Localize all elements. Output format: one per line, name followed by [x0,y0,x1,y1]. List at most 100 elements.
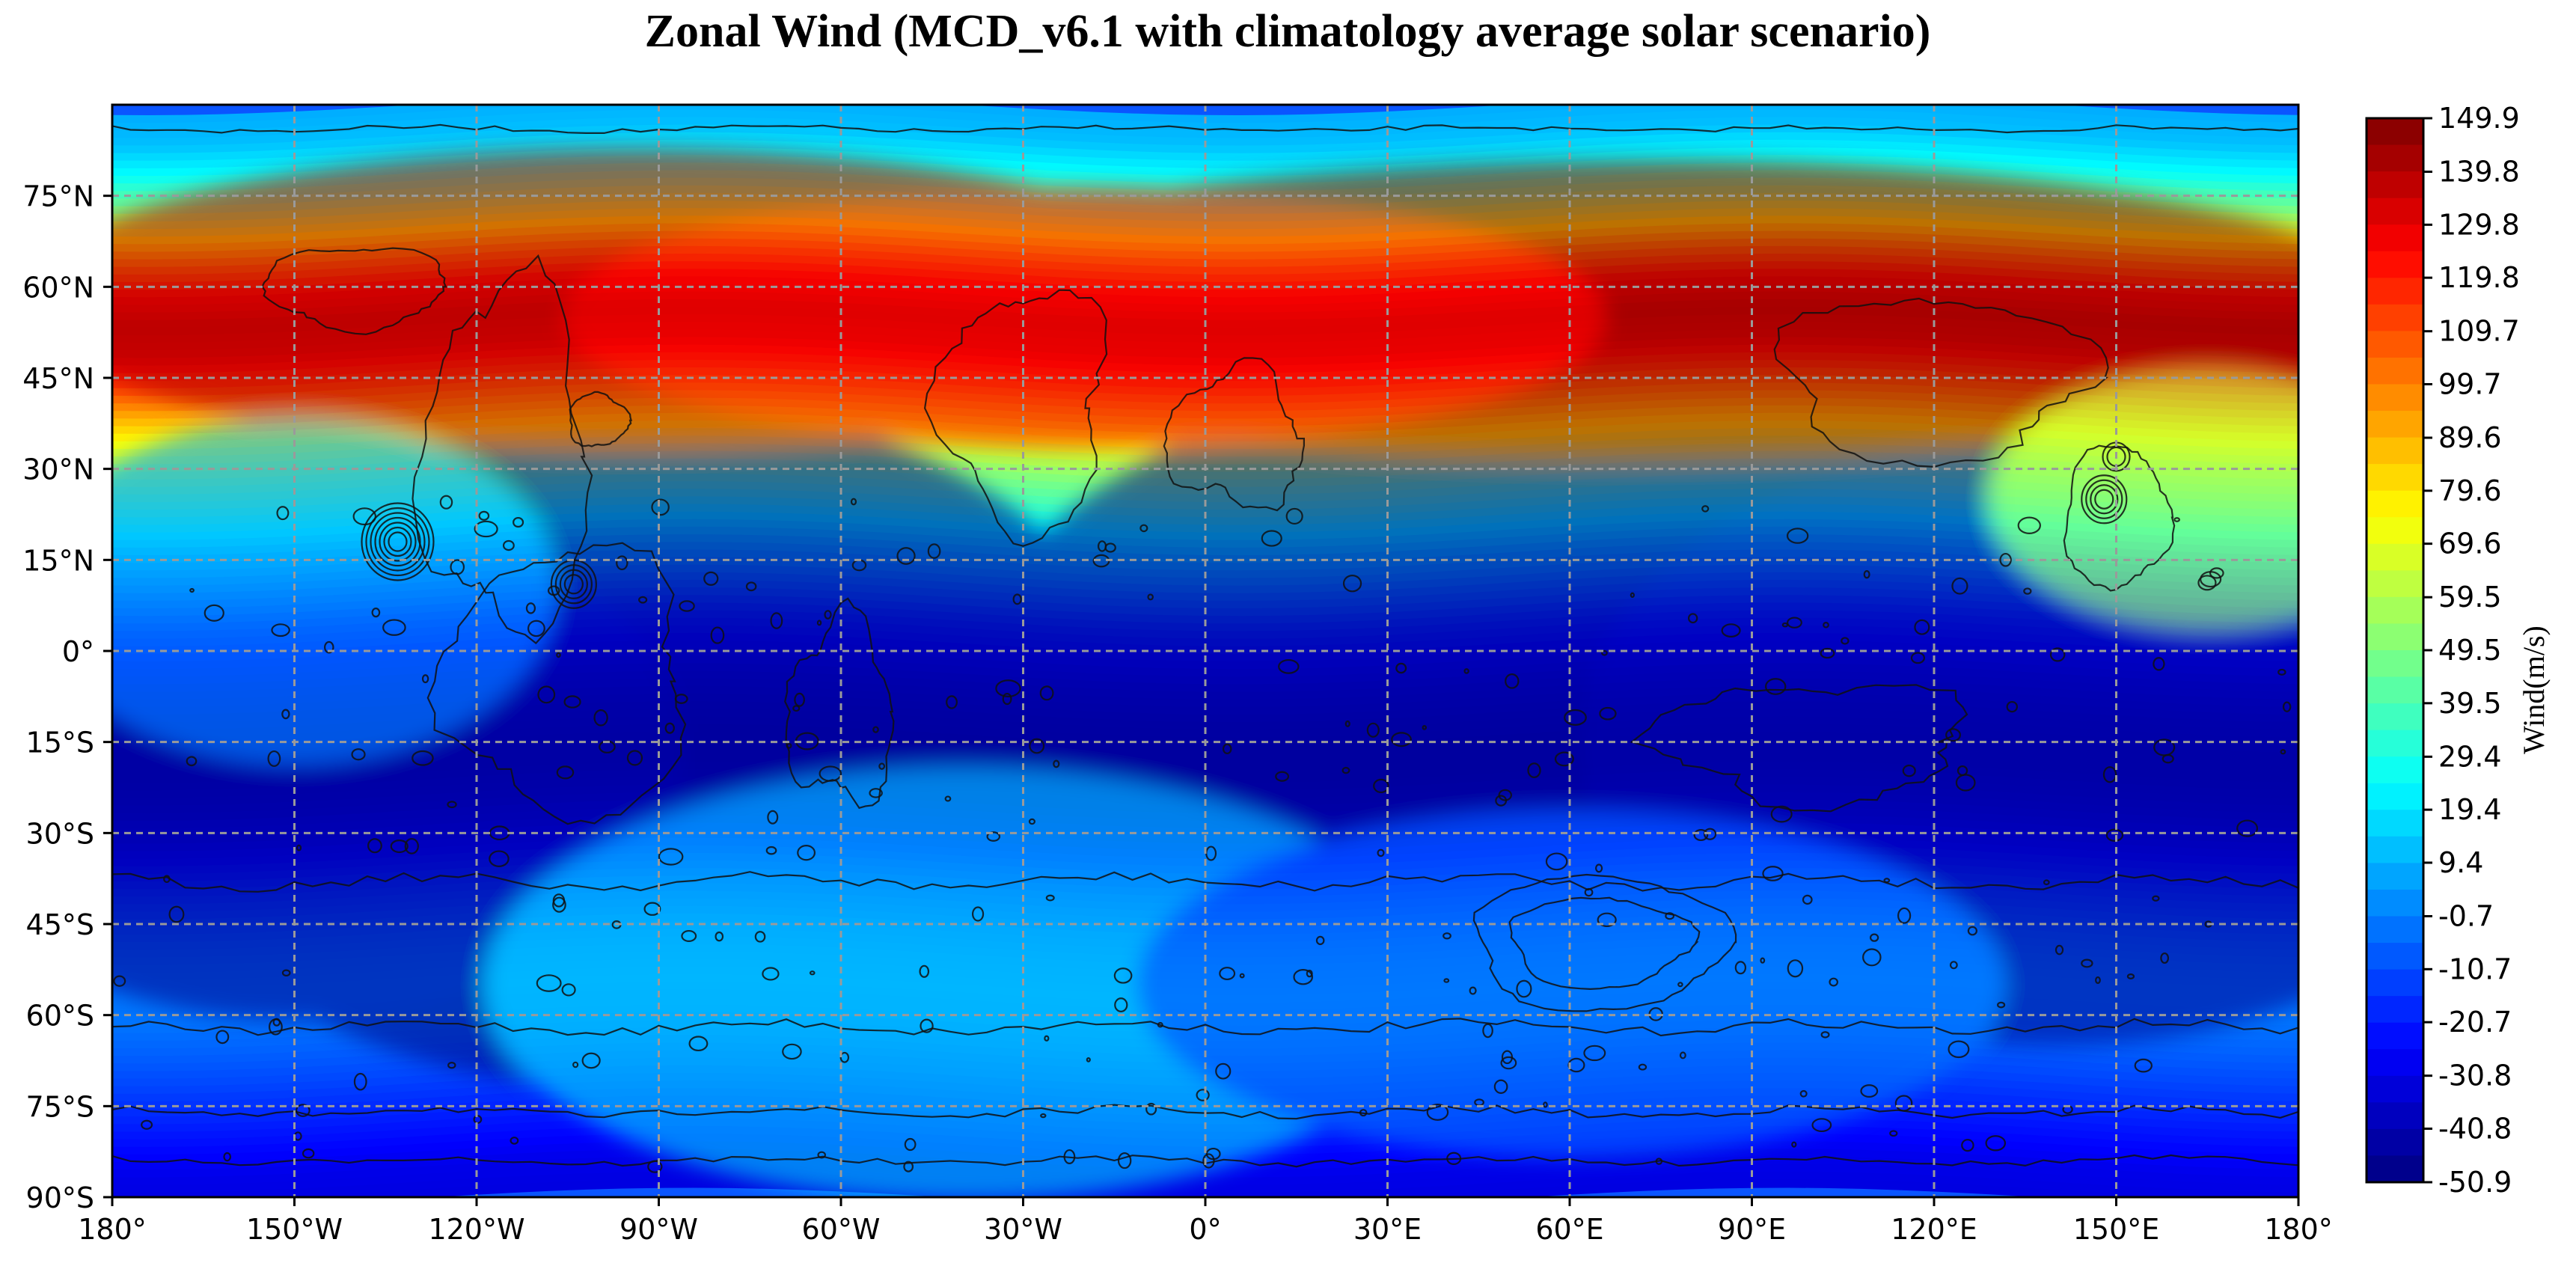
crater-contour [296,844,302,851]
crater-contour [626,750,643,766]
x-tick-label: 180° [2264,1213,2333,1246]
crater-contour [527,620,545,637]
crater-contour [2152,895,2160,902]
crater-contour [850,498,857,506]
volcano-contour [361,502,435,581]
crater-contour [1599,706,1617,721]
crater-contour [1961,1139,1974,1152]
crater-contour [638,596,648,604]
crater-contour [782,1043,802,1060]
crater-contour [186,756,198,767]
y-tick-label: 75°N [22,180,94,213]
colorbar-band [2367,836,2423,863]
contour-line [923,289,1108,547]
crater-contour [1516,979,1532,998]
plot-area [111,103,2300,1199]
contour-line [2063,444,2176,592]
crater-contour [271,623,290,637]
crater-contour [1997,1001,2006,1009]
colorbar-bands [2367,118,2423,1183]
volcano-contour [379,522,417,562]
colorbar-band [2367,596,2423,625]
x-tick-label: 30°W [984,1213,1062,1246]
crater-contour [1883,878,1891,884]
contour-line [784,597,895,810]
colorbar-tick-label: 9.4 [2438,846,2483,879]
wind-band [112,117,2298,147]
crater-contour [1554,751,1574,767]
crater-contour [1114,997,1128,1012]
crater-contour [1498,789,1512,801]
crater-contour [1500,1056,1517,1070]
crater-contour [1781,622,1789,628]
colorbar-tick-label: 59.5 [2438,581,2502,614]
crater-contour [536,974,562,992]
crater-contour [920,1018,934,1033]
crater-contour [489,850,510,867]
colorbar-band [2367,863,2423,890]
colorbar-tick-label: -20.7 [2438,1006,2512,1039]
colorbar-band [2367,384,2423,412]
crater-contour [715,931,724,942]
y-tick-label: 30°N [22,453,94,486]
crater-contour [1239,973,1245,979]
crater-contour [679,600,695,612]
crater-contour [2173,517,2180,522]
crater-contour [1687,613,1698,624]
crater-contour [904,1137,917,1152]
crater-contour [1967,926,1977,936]
colorbar-band [2367,1022,2423,1050]
crater-contour [1113,967,1133,984]
crater-contour [681,929,697,943]
colorbar-band [2367,251,2423,278]
wind-band [112,105,2298,132]
crater-contour [1955,774,1976,792]
colorbar-tick-label: 39.5 [2438,687,2502,720]
crater-contour [1215,1062,1232,1080]
crater-contour [1811,1118,1832,1133]
crater-contour [1223,743,1232,755]
crater-contour [794,692,805,707]
x-axis: 180° 150°W 120°W 90°W 60°W 30°W 0° 30°E 60°E 90°E… [78,1197,2333,1246]
crater-contour [556,765,575,780]
crater-contour [1045,894,1055,902]
crater-contour [404,837,419,854]
crater-contour [2126,973,2135,979]
colorbar-label: Wind(m/s) [2517,626,2551,754]
crater-contour [296,1104,310,1117]
crater-contour [1341,766,1350,774]
crater-contour [1597,912,1617,928]
x-tick-label: 120°W [428,1213,524,1246]
colorbar-tick-label: -10.7 [2438,952,2512,985]
crater-contour [816,620,822,626]
x-tick-label: 90°E [1718,1213,1786,1246]
crater-contour [1145,1102,1157,1116]
crater-contour [797,845,816,861]
crater-contour [1951,577,1968,595]
volcano-contour [2090,484,2119,515]
crater-contour [767,810,779,825]
contour-line [426,542,687,825]
crater-contour [1630,592,1635,598]
y-tick-label: 90°S [26,1181,94,1214]
crater-contour [371,608,381,618]
crater-contour [2055,944,2064,955]
crater-contour [525,602,536,614]
crater-contour [2105,828,2124,843]
x-tick-label: 0° [1189,1213,1221,1246]
crater-contour [1638,1063,1648,1071]
crater-contour [1949,961,1958,970]
contour-line [569,391,633,447]
crater-contour [1869,933,1879,942]
crater-contour [1999,552,2012,567]
crater-contour [1342,574,1362,593]
crater-contour [1086,1057,1091,1062]
colorbar-tick-label: 119.8 [2438,261,2520,294]
colorbar-band [2367,756,2423,784]
crater-contour [2153,739,2176,756]
crater-contour [1219,967,1236,981]
crater-contour [674,694,688,704]
crater-contour [651,498,670,516]
volcano-contour [559,569,588,599]
crater-contour [1344,720,1350,727]
